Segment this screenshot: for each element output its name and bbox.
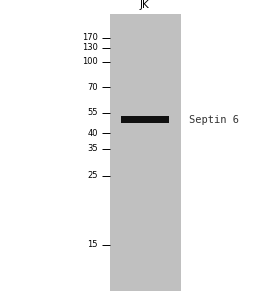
Text: 35: 35 [87, 144, 98, 153]
Text: 15: 15 [87, 240, 98, 249]
Text: 40: 40 [87, 129, 98, 138]
Text: 70: 70 [87, 82, 98, 91]
Text: Septin 6: Septin 6 [189, 115, 239, 125]
Text: 55: 55 [87, 108, 98, 117]
Text: 130: 130 [82, 44, 98, 52]
Text: 25: 25 [87, 171, 98, 180]
Bar [121, 116, 169, 123]
Text: JK: JK [140, 1, 150, 10]
Bar [110, 14, 181, 291]
Text: 170: 170 [82, 33, 98, 42]
Text: 100: 100 [82, 57, 98, 66]
